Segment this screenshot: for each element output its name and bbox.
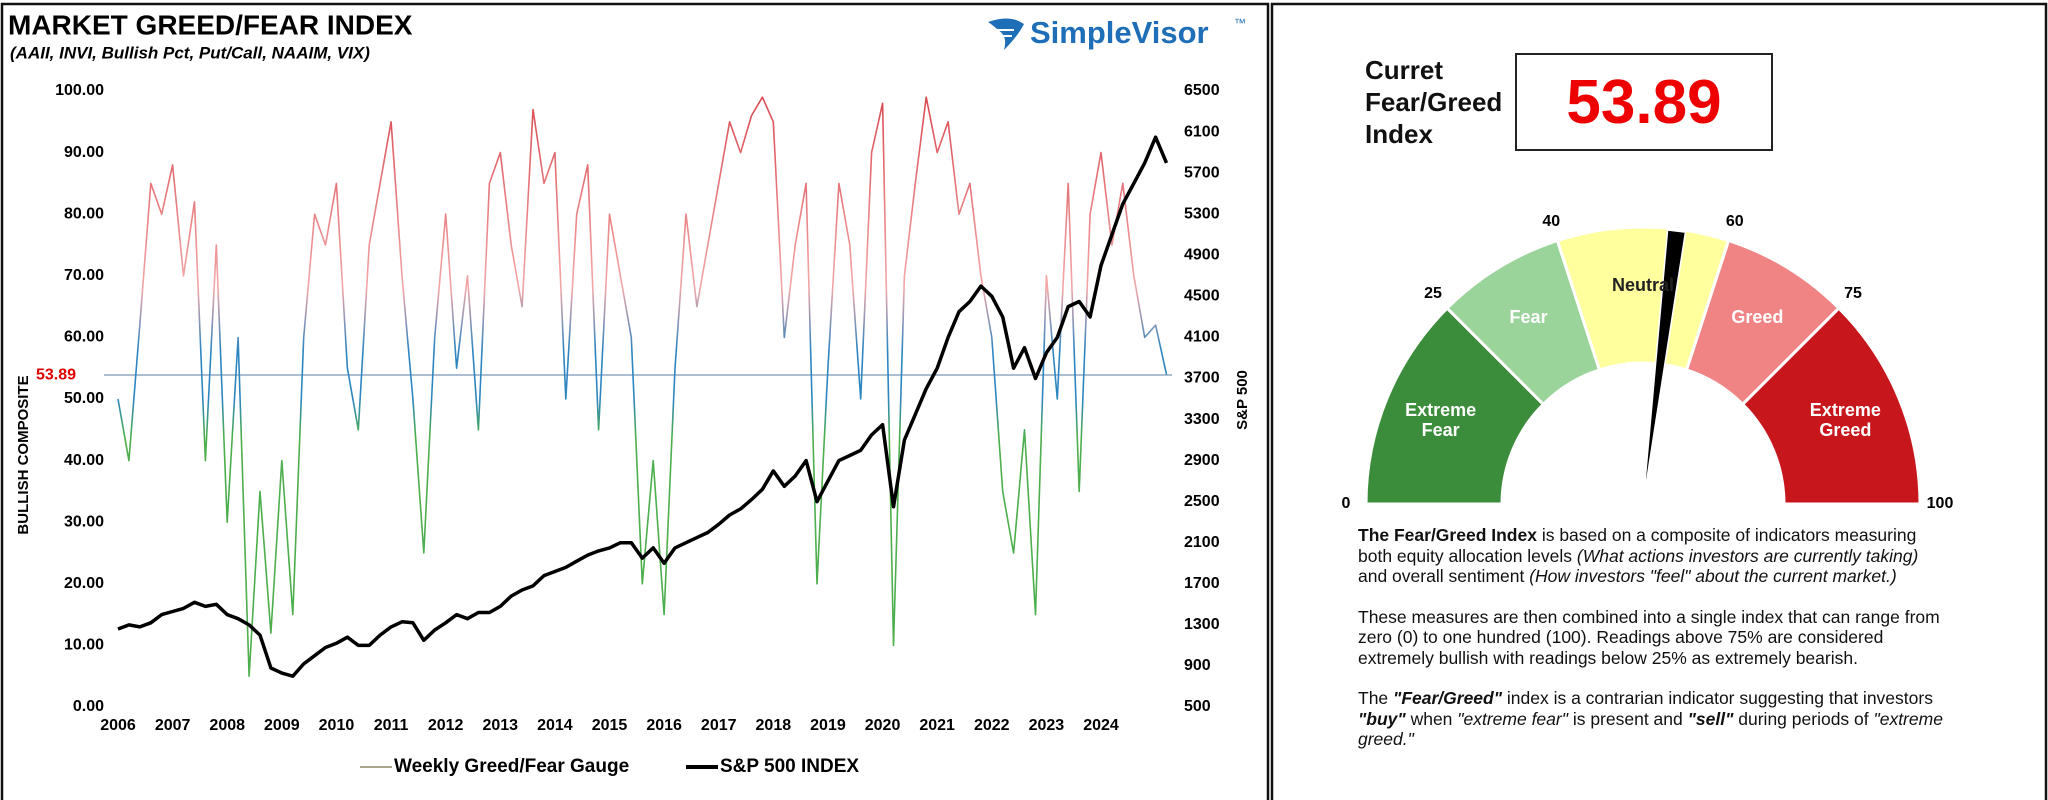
x-tick-label: 2018 (756, 717, 792, 734)
y2-tick-label: 2900 (1184, 452, 1220, 469)
gauge-tick-label: 60 (1726, 213, 1744, 230)
text-run: "buy" (1358, 708, 1406, 729)
y-axis-label: BULLISH COMPOSITE (15, 375, 32, 534)
x-tick-label: 2020 (865, 717, 901, 734)
series-line (117, 135, 1169, 678)
y2-tick-label: 5700 (1184, 164, 1220, 181)
x-tick-label: 2007 (155, 717, 191, 734)
y-tick-label: 50.00 (64, 390, 104, 407)
text-run: during periods of (1733, 708, 1874, 729)
legend-label: Weekly Greed/Fear Gauge (394, 756, 629, 777)
y2-tick-label: 3700 (1184, 370, 1220, 387)
y2-tick-label: 5300 (1184, 205, 1220, 222)
text-run: "extreme fear" (1457, 708, 1568, 729)
logo-mark: ™ (1234, 16, 1246, 30)
y2-tick-label: 500 (1184, 698, 1211, 715)
current-index-value: 53.89 (1515, 53, 1773, 151)
y-tick-label: 0.00 (73, 698, 104, 715)
chart-title: MARKET GREED/FEAR INDEX (8, 9, 413, 40)
x-tick-label: 2016 (646, 717, 682, 734)
gauge-tick-label: 100 (1927, 495, 1954, 512)
band-label: Extreme Greed (1809, 400, 1881, 441)
y2-tick-label: 1300 (1184, 616, 1220, 633)
text-run: "sell" (1687, 708, 1734, 729)
y2-tick-label: 6100 (1184, 123, 1220, 140)
y2-tick-label: 4500 (1184, 288, 1220, 305)
text-run: and overall sentiment (1358, 566, 1530, 586)
text-run: The (1358, 688, 1394, 708)
y2-tick-label: 4900 (1184, 246, 1220, 263)
x-tick-label: 2013 (482, 717, 518, 734)
gauge-band (1740, 306, 1922, 506)
gauge-needle (1642, 229, 1687, 505)
legend-label: S&P 500 INDEX (720, 756, 859, 777)
y-tick-label: 80.00 (64, 205, 104, 222)
x-tick-label: 2021 (919, 717, 955, 734)
y-tick-label: 30.00 (64, 513, 104, 530)
reference-label: 53.89 (36, 366, 76, 383)
gauge-tick-label: 40 (1542, 213, 1560, 230)
x-tick-label: 2017 (701, 717, 737, 734)
left-frame (0, 2, 1270, 800)
text-run: These measures are then combined into a … (1358, 606, 1940, 668)
band-label: Greed (1731, 307, 1784, 328)
x-tick-label: 2012 (428, 717, 464, 734)
y-tick-label: 90.00 (64, 144, 104, 161)
y-tick-label: 20.00 (64, 575, 104, 592)
paragraph: The "Fear/Greed" index is a contrarian i… (1358, 688, 1948, 750)
band-label: Neutral (1611, 275, 1674, 295)
y2-tick-label: 3300 (1184, 411, 1220, 428)
y-tick-label: 70.00 (64, 267, 104, 284)
gauge-tick-label: 75 (1844, 285, 1862, 302)
x-tick-label: 2019 (810, 717, 846, 734)
series-line (117, 96, 1168, 677)
y-tick-label: 60.00 (64, 329, 104, 346)
paragraph: These measures are then combined into a … (1358, 607, 1948, 669)
text-run: is based on a composite of indicators me… (1358, 525, 1917, 566)
logo-icon (988, 18, 1024, 50)
logo-text: SimpleVisor (1030, 15, 1209, 50)
x-tick-label: 2006 (100, 717, 136, 734)
text-run: (What actions investors are currently ta… (1576, 545, 1919, 566)
y2-axis-label: S&P 500 (1234, 370, 1251, 430)
text-run: "extreme greed." (1358, 708, 1943, 750)
text-run: is present and (1567, 708, 1688, 729)
x-tick-label: 2010 (319, 717, 355, 734)
gauge-tick-label: 25 (1424, 285, 1442, 302)
x-tick-label: 2022 (974, 717, 1010, 734)
x-tick-label: 2014 (537, 717, 573, 734)
right-frame (1270, 2, 2048, 800)
y2-tick-label: 2100 (1184, 534, 1220, 551)
y2-tick-label: 2500 (1184, 493, 1220, 510)
x-tick-label: 2009 (264, 717, 300, 734)
y2-tick-label: 4100 (1184, 329, 1220, 346)
description: The Fear/Greed Index is based on a compo… (1358, 525, 1948, 770)
y-tick-label: 100.00 (55, 82, 104, 99)
gauge-tick-label: 0 (1342, 495, 1351, 512)
text-run: "Fear/Greed" (1393, 688, 1503, 708)
band-label: Extreme Fear (1405, 400, 1477, 441)
text-run: The Fear/Greed Index (1358, 525, 1537, 545)
x-tick-label: 2015 (592, 717, 628, 734)
y2-tick-label: 1700 (1184, 575, 1220, 592)
y-tick-label: 10.00 (64, 637, 104, 654)
x-tick-label: 2008 (209, 717, 245, 734)
current-index-label: Curret Fear/Greed Index (1365, 55, 1503, 149)
y2-tick-label: 6500 (1184, 82, 1220, 99)
y2-tick-label: 900 (1184, 657, 1211, 674)
text-run: (How investors "feel" about the current … (1529, 566, 1897, 586)
band-label: Fear (1509, 307, 1548, 328)
x-tick-label: 2024 (1083, 717, 1119, 734)
text-run: index is a contrarian indicator suggesti… (1502, 688, 1933, 708)
x-tick-label: 2023 (1029, 717, 1065, 734)
y-tick-label: 40.00 (64, 452, 104, 469)
text-run: when (1405, 708, 1458, 729)
chart-subtitle: (AAII, INVI, Bullish Pct, Put/Call, NAAI… (10, 43, 370, 62)
x-tick-label: 2011 (374, 717, 409, 734)
paragraph: The Fear/Greed Index is based on a compo… (1358, 525, 1948, 587)
